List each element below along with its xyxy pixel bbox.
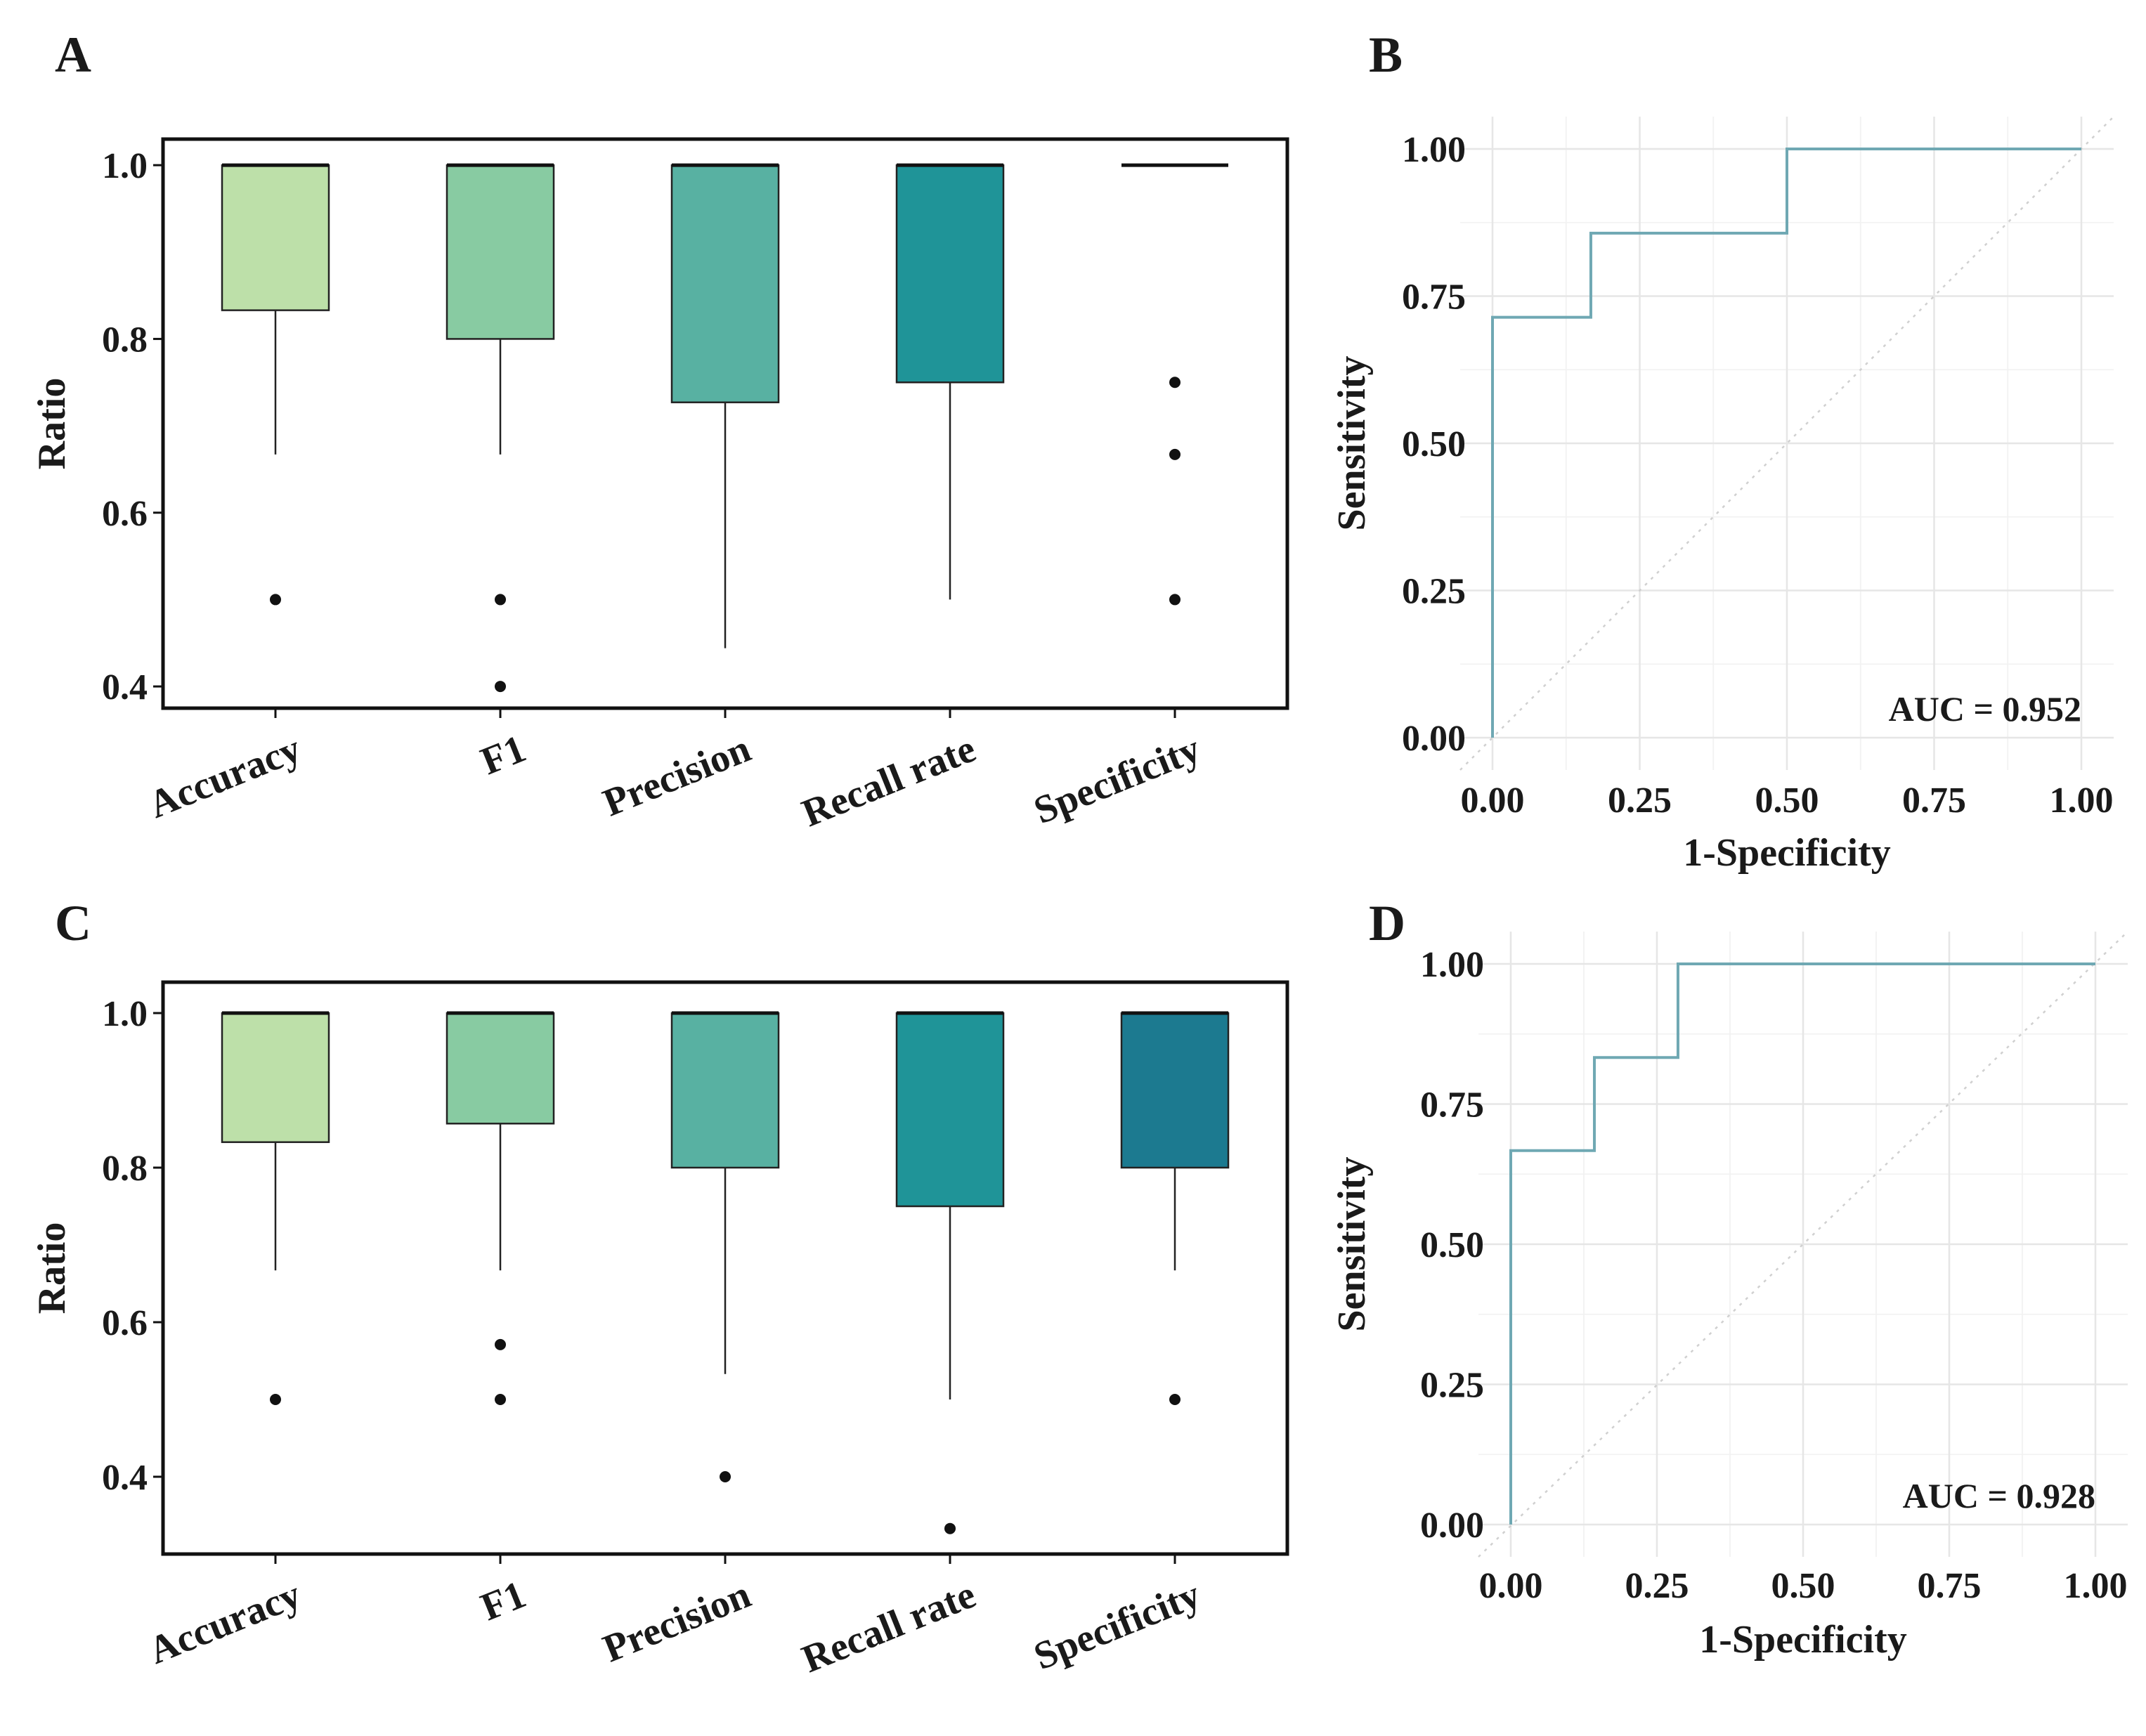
- panel-b-roc-curve: B 0.00 0.00 0.25 0.25 0.50 0.50 0.75 0.75 1.00 1.0…: [1330, 27, 2114, 875]
- y-tick-label: 0.50: [1420, 1225, 1484, 1265]
- y-tick-label: 0.8: [102, 320, 148, 360]
- panel-a-boxplot: A 0.4 0.6 0.8 1.0 Ratio Accuracy F1 Precision Rec…: [30, 27, 1289, 836]
- box-body: [895, 1012, 1005, 1208]
- x-category-label: Recall rate: [796, 727, 982, 836]
- outlier-point: [495, 594, 506, 606]
- outlier-point: [495, 681, 506, 693]
- panel-d-roc-curve: D 0.00 0.00 0.25 0.25 0.50 0.50 0.75 0.75 1.00 1.0…: [1330, 895, 2128, 1662]
- y-tick-label: 1.0: [102, 994, 148, 1034]
- outlier-point: [270, 1394, 281, 1405]
- x-category-label: Precision: [597, 727, 757, 825]
- x-category-label: Accuracy: [143, 1573, 307, 1673]
- panel-letter: A: [55, 27, 91, 83]
- y-tick-label: 0.25: [1420, 1366, 1484, 1406]
- panel-letter: D: [1369, 895, 1405, 951]
- outlier-point: [720, 1471, 731, 1482]
- box-body: [670, 1012, 780, 1169]
- x-tick-label: 0.00: [1461, 781, 1525, 821]
- y-tick-label: 0.75: [1420, 1085, 1484, 1125]
- x-tick-label: 0.00: [1479, 1566, 1543, 1606]
- y-tick-label: 0.25: [1402, 572, 1466, 612]
- x-axis-title: 1-Specificity: [1683, 831, 1890, 875]
- auc-annotation: AUC = 0.928: [1903, 1476, 2095, 1515]
- x-tick-label: 1.00: [2064, 1566, 2128, 1606]
- y-tick-label: 1.00: [1420, 945, 1484, 985]
- outlier-point: [270, 594, 281, 606]
- roc-curve-line: [1491, 148, 2081, 738]
- y-tick-label: 0.00: [1402, 719, 1466, 759]
- x-tick-label: 1.00: [2050, 781, 2114, 821]
- outlier-point: [495, 1338, 506, 1350]
- y-tick-label: 0.4: [102, 667, 148, 707]
- outlier-point: [1169, 1394, 1181, 1405]
- x-tick-label: 0.25: [1608, 781, 1672, 821]
- x-category-label: Precision: [597, 1573, 757, 1671]
- box-body: [895, 164, 1005, 384]
- y-tick-label: 0.6: [102, 1303, 148, 1343]
- x-category-label: Accuracy: [143, 727, 307, 828]
- y-tick-label: 1.0: [102, 146, 148, 186]
- outlier-point: [944, 1522, 956, 1534]
- y-tick-label: 0.6: [102, 494, 148, 534]
- x-axis-title: 1-Specificity: [1699, 1618, 1906, 1662]
- y-tick-label: 0.75: [1402, 278, 1466, 318]
- box-body: [221, 1012, 330, 1143]
- box-body: [446, 164, 555, 340]
- y-axis-title: Ratio: [30, 1222, 74, 1314]
- x-category-label: Specificity: [1028, 1573, 1207, 1679]
- x-category-label: Recall rate: [796, 1573, 982, 1682]
- box-body: [221, 164, 330, 311]
- outlier-point: [1169, 448, 1181, 460]
- y-tick-label: 0.8: [102, 1149, 148, 1189]
- diagonal-reference-line: [1478, 931, 2128, 1558]
- x-tick-label: 0.25: [1625, 1566, 1689, 1606]
- outlier-point: [1169, 377, 1181, 389]
- box-body: [446, 1012, 555, 1125]
- y-tick-label: 1.00: [1402, 130, 1466, 170]
- x-category-label: Specificity: [1028, 727, 1207, 833]
- diagonal-reference-line: [1459, 116, 2114, 771]
- x-tick-label: 0.75: [1902, 781, 1966, 821]
- x-category-label: F1: [475, 1573, 532, 1630]
- panel-c-boxplot: C 0.4 0.6 0.8 1.0 Ratio Accuracy F1 Precision Rec…: [30, 895, 1289, 1682]
- panel-letter: B: [1369, 27, 1403, 83]
- roc-curve-line: [1509, 962, 2095, 1525]
- x-tick-label: 0.50: [1755, 781, 1819, 821]
- x-category-label: F1: [475, 727, 532, 784]
- x-tick-label: 0.75: [1918, 1566, 1982, 1606]
- auc-annotation: AUC = 0.952: [1889, 689, 2081, 729]
- y-tick-label: 0.50: [1402, 424, 1466, 464]
- box-body: [1120, 1012, 1230, 1169]
- y-axis-title: Ratio: [30, 378, 74, 470]
- box-body: [670, 164, 780, 403]
- y-tick-label: 0.00: [1420, 1506, 1484, 1546]
- outlier-point: [495, 1394, 506, 1405]
- panel-letter: C: [55, 895, 91, 951]
- y-tick-label: 0.4: [102, 1458, 148, 1498]
- y-axis-title: Sensitivity: [1330, 1157, 1374, 1332]
- outlier-point: [1169, 594, 1181, 606]
- y-axis-title: Sensitivity: [1330, 356, 1374, 531]
- x-tick-label: 0.50: [1771, 1566, 1835, 1606]
